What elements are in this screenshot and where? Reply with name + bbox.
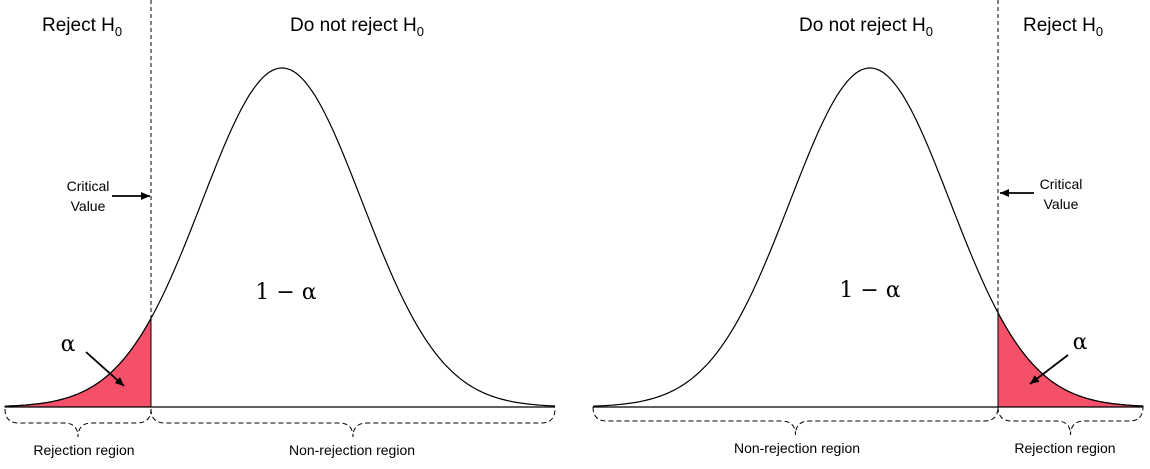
critical-label: Critical bbox=[1040, 176, 1083, 192]
rejection-region-label: Rejection region bbox=[33, 442, 134, 458]
reject-text: Reject H bbox=[42, 15, 115, 36]
do-not-reject-label: Do not reject H0 bbox=[799, 15, 933, 39]
critical-label: Critical bbox=[67, 178, 110, 194]
region-brace bbox=[592, 406, 999, 436]
density-curve bbox=[592, 67, 1144, 407]
critical-label: Value bbox=[71, 198, 106, 214]
do-not-reject-label: Do not reject H0 bbox=[290, 15, 424, 39]
do-not-reject-text: Do not reject H bbox=[799, 15, 926, 36]
reject-label: Reject H0 bbox=[42, 15, 122, 39]
confidence-label: 1 − α bbox=[255, 280, 316, 305]
subscript: 0 bbox=[1096, 24, 1103, 39]
confidence-label: 1 − α bbox=[839, 278, 900, 303]
arrow bbox=[85, 351, 125, 387]
reject-label: Reject H0 bbox=[1023, 15, 1103, 39]
subscript: 0 bbox=[926, 24, 933, 39]
subscript: 0 bbox=[115, 24, 122, 39]
do-not-reject-text: Do not reject H bbox=[290, 15, 417, 36]
non-rejection-region-label: Non-rejection region bbox=[734, 440, 860, 456]
region-brace bbox=[997, 406, 1144, 436]
subscript: 0 bbox=[417, 24, 424, 39]
reject-text: Reject H bbox=[1023, 15, 1096, 36]
rejection-region-label: Rejection region bbox=[1014, 440, 1115, 456]
density-curve bbox=[4, 67, 556, 407]
region-brace bbox=[150, 408, 556, 438]
shapes bbox=[4, 0, 1144, 438]
arrow bbox=[1029, 354, 1069, 385]
non-rejection-region-label: Non-rejection region bbox=[289, 442, 415, 458]
alpha-label: α bbox=[61, 332, 76, 357]
alpha-label: α bbox=[1073, 330, 1088, 355]
critical-label: Value bbox=[1044, 196, 1079, 212]
region-brace bbox=[4, 408, 152, 438]
